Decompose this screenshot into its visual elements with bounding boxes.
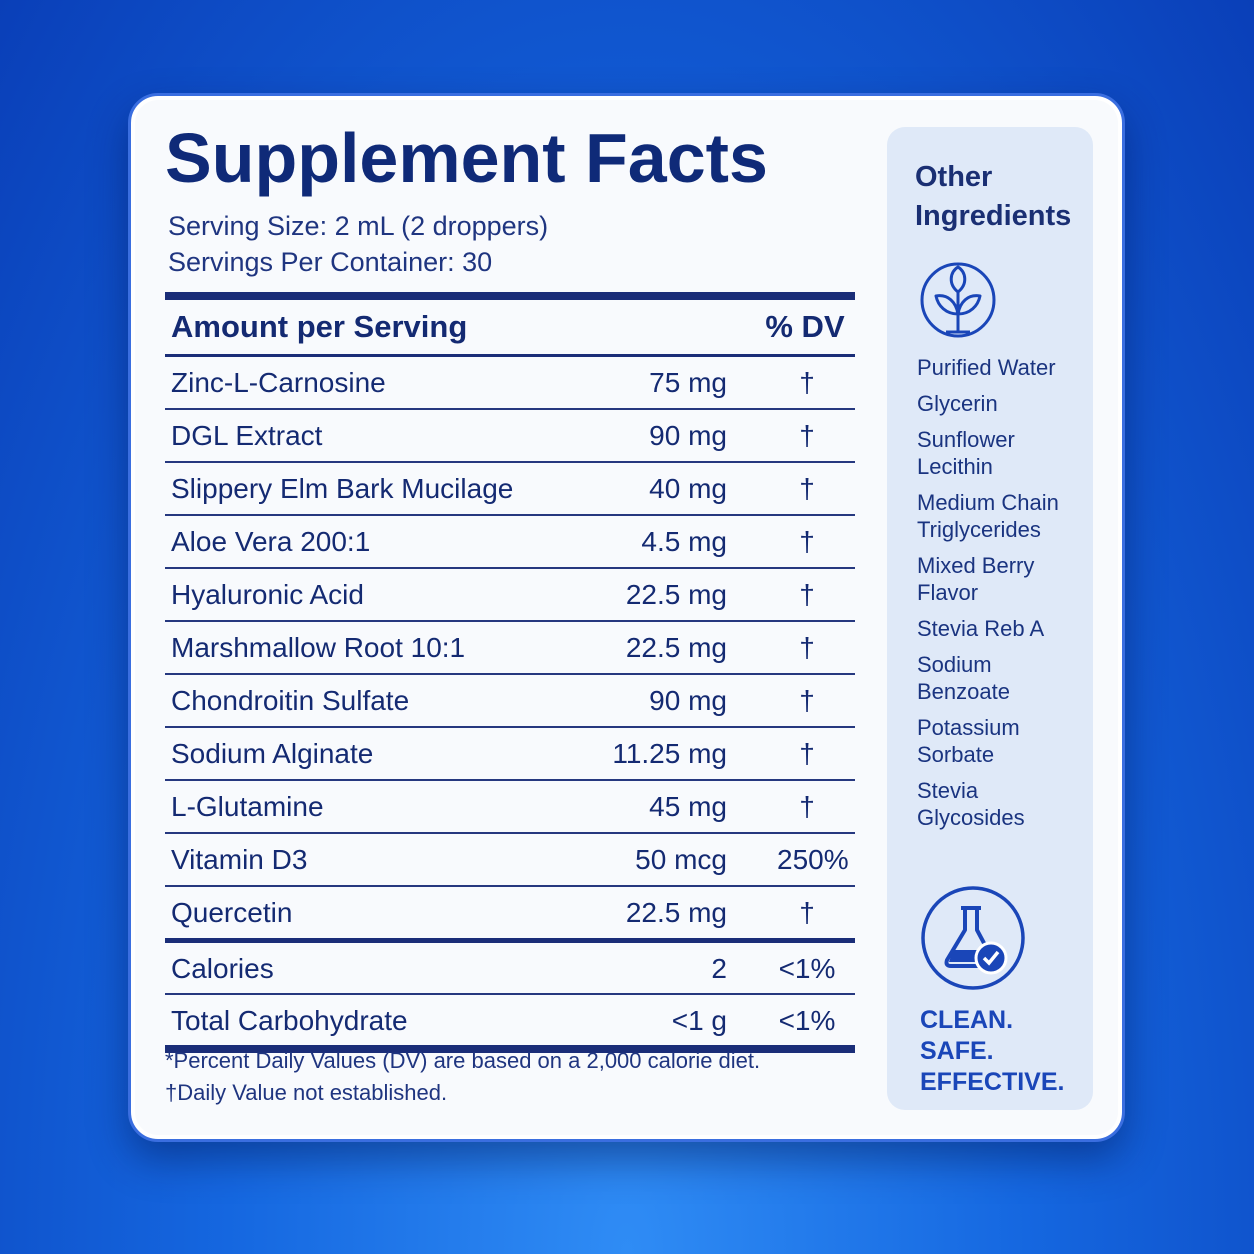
leaf-icon [920, 262, 996, 338]
tagline-line: EFFECTIVE. [920, 1068, 1065, 1096]
table-row: Chondroitin Sulfate 90 mg † [165, 675, 855, 728]
table-row: DGL Extract 90 mg † [165, 410, 855, 463]
header-cell: Amount per Serving [171, 309, 468, 344]
amount: 40 mg [649, 473, 727, 504]
daily-value: † [799, 738, 815, 769]
amount: 22.5 mg [625, 632, 727, 663]
flask-icon [921, 886, 1025, 990]
amount: 90 mg [649, 685, 727, 716]
table-row: Slippery Elm Bark Mucilage 40 mg † [165, 463, 855, 516]
daily-value: † [799, 632, 815, 663]
total-row: Total Carbohydrate <1 g <1% [165, 995, 855, 1053]
nutrient-name: Slippery Elm Bark Mucilage [171, 473, 514, 504]
daily-value: † [799, 367, 815, 398]
title: Supplement Facts [165, 119, 768, 197]
amount: 50 mcg [635, 844, 727, 875]
amount: 2 [711, 953, 727, 984]
table-row: Vitamin D3 50 mcg 250% [165, 834, 855, 887]
daily-value: † [799, 526, 815, 557]
nutrient-name: L-Glutamine [171, 791, 324, 822]
ingredient: Potassium Sorbate [917, 715, 1020, 767]
daily-value: † [799, 897, 815, 928]
amount: 22.5 mg [625, 579, 727, 610]
table-row: L-Glutamine 45 mg † [165, 781, 855, 834]
ingredient: Glycerin [917, 391, 998, 416]
nutrient-name: Quercetin [171, 897, 293, 928]
amount: 45 mg [649, 791, 727, 822]
daily-value: <1% [778, 1005, 836, 1036]
ingredient: Medium Chain Triglycerides [917, 490, 1059, 542]
table-row: Sodium Alginate 11.25 mg † [165, 728, 855, 781]
tagline-line: SAFE. [920, 1037, 994, 1065]
footnote: *Percent Daily Values (DV) are based on … [165, 1048, 761, 1073]
amount: 11.25 mg [612, 738, 727, 769]
tagline: CLEAN. SAFE. EFFECTIVE. [920, 1005, 1064, 1098]
amount: 75 mg [649, 367, 727, 398]
nutrient-name: Hyaluronic Acid [171, 579, 364, 610]
ingredient: Sunflower Lecithin [917, 427, 1015, 479]
sidebar-title: Other Ingredients [915, 161, 1072, 232]
nutrient-name: Marshmallow Root 10:1 [171, 632, 466, 663]
daily-value: † [799, 685, 815, 716]
nutrient-name: Zinc-L-Carnosine [171, 367, 386, 398]
daily-value: † [799, 579, 815, 610]
header-cell: % DV [765, 309, 845, 344]
servings-per-container: Servings Per Container: 30 [168, 247, 493, 277]
table-row: Hyaluronic Acid 22.5 mg † [165, 569, 855, 622]
ingredient: Sodium Benzoate [917, 652, 1010, 704]
amount: <1 g [671, 1005, 727, 1036]
nutrient-name: Sodium Alginate [171, 738, 374, 769]
ingredient-list: Purified Water Glycerin Sunflower Lecithin… [917, 354, 1077, 840]
ingredient: Purified Water [917, 355, 1056, 380]
daily-value: † [799, 791, 815, 822]
nutrient-name: Vitamin D3 [171, 844, 308, 875]
daily-value: 250% [777, 844, 849, 875]
total-row: Calories 2 <1% [165, 943, 855, 995]
ingredient: Stevia Reb A [917, 616, 1045, 641]
daily-value: † [799, 473, 815, 504]
serving-size: Serving Size: 2 mL (2 droppers) [168, 211, 549, 241]
table-row: Aloe Vera 200:1 4.5 mg † [165, 516, 855, 569]
nutrient-name: DGL Extract [171, 420, 323, 451]
tagline-line: CLEAN. [920, 1006, 1014, 1034]
ingredient: Stevia Glycosides [917, 778, 1025, 830]
amount: 90 mg [649, 420, 727, 451]
table-row: Zinc-L-Carnosine 75 mg † [165, 357, 855, 410]
ingredient: Mixed Berry Flavor [917, 553, 1035, 605]
footnote: †Daily Value not established. [165, 1080, 448, 1105]
amount: 22.5 mg [625, 897, 727, 928]
amount: 4.5 mg [641, 526, 727, 557]
table-row: Marshmallow Root 10:1 22.5 mg † [165, 622, 855, 675]
nutrient-name: Calories [171, 953, 274, 984]
facts-table: Amount per Serving % DV Zinc-L-Carnosine… [165, 292, 855, 1053]
table-header: Amount per Serving % DV [165, 300, 855, 357]
table-row: Quercetin 22.5 mg † [165, 887, 855, 943]
daily-value: † [799, 420, 815, 451]
nutrient-name: Aloe Vera 200:1 [171, 526, 371, 557]
daily-value: <1% [778, 953, 836, 984]
nutrient-name: Total Carbohydrate [171, 1005, 408, 1036]
nutrient-name: Chondroitin Sulfate [171, 685, 410, 716]
